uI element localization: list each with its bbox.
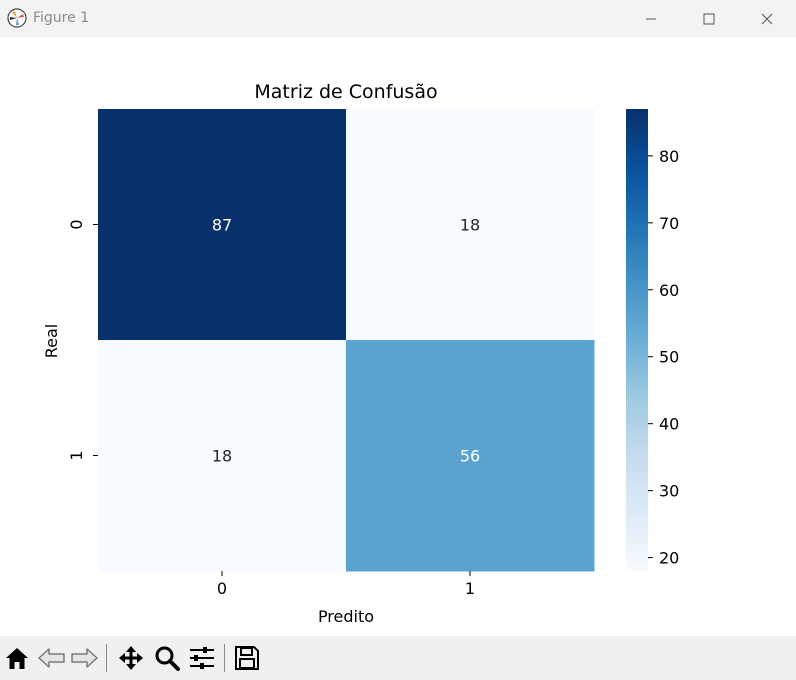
figure-canvas[interactable]: Matriz de Confusão 87 18 18 56 0 1 0 1 Predit…: [0, 37, 796, 636]
heatmap-chart: Matriz de Confusão 87 18 18 56 0 1 0 1 Predit…: [42, 81, 679, 626]
colorbar-tick-label: 80: [659, 147, 679, 166]
home-button[interactable]: [1, 642, 33, 674]
minimize-icon: [646, 18, 656, 19]
forward-icon: [71, 648, 98, 668]
save-button[interactable]: [231, 642, 263, 674]
colorbar-tick-label: 20: [659, 549, 679, 568]
colorbar-tick-label: 50: [659, 348, 679, 367]
navigation-toolbar: [0, 636, 796, 680]
colorbar-tick-label: 60: [659, 281, 679, 300]
close-icon: [761, 13, 773, 24]
heatmap-cell: [98, 340, 347, 572]
chart-title: Matriz de Confusão: [254, 81, 437, 103]
forward-button[interactable]: [68, 642, 100, 674]
window-titlebar: Figure 1: [0, 0, 796, 37]
back-icon: [38, 648, 65, 668]
close-button[interactable]: [738, 0, 796, 37]
colorbar-tick-label: 30: [659, 482, 679, 501]
heatmap-cell: [346, 340, 595, 572]
configure-subplots-button[interactable]: [186, 642, 218, 674]
toolbar-separator: [106, 644, 107, 672]
maximize-button[interactable]: [680, 0, 738, 37]
toolbar-separator: [224, 644, 225, 672]
y-tick-label: 0: [67, 219, 86, 229]
pan-button[interactable]: [115, 642, 147, 674]
window-title: Figure 1: [33, 10, 90, 26]
cell-value-label: 18: [460, 216, 480, 235]
app-icon: [7, 8, 27, 28]
home-icon: [6, 648, 28, 669]
pan-icon: [119, 646, 143, 670]
cell-value-label: 18: [212, 447, 232, 466]
back-button[interactable]: [36, 642, 68, 674]
cell-value-label: 87: [212, 216, 232, 235]
y-tick-label: 1: [67, 450, 86, 460]
zoom-icon: [155, 646, 180, 671]
colorbar: [626, 109, 648, 571]
heatmap-cell: [98, 109, 347, 341]
minimize-button[interactable]: [622, 0, 680, 37]
configure-subplots-icon: [190, 647, 214, 669]
maximize-icon: [703, 13, 715, 24]
cell-value-label: 56: [460, 447, 480, 466]
x-tick-label: 0: [217, 579, 227, 598]
colorbar-tick-label: 40: [659, 415, 679, 434]
heatmap-cell: [346, 109, 595, 341]
y-axis-label: Real: [42, 324, 61, 359]
x-tick-label: 1: [465, 579, 475, 598]
x-axis-label: Predito: [318, 607, 374, 626]
colorbar-tick-label: 70: [659, 214, 679, 233]
zoom-button[interactable]: [151, 642, 183, 674]
save-icon: [235, 646, 259, 670]
